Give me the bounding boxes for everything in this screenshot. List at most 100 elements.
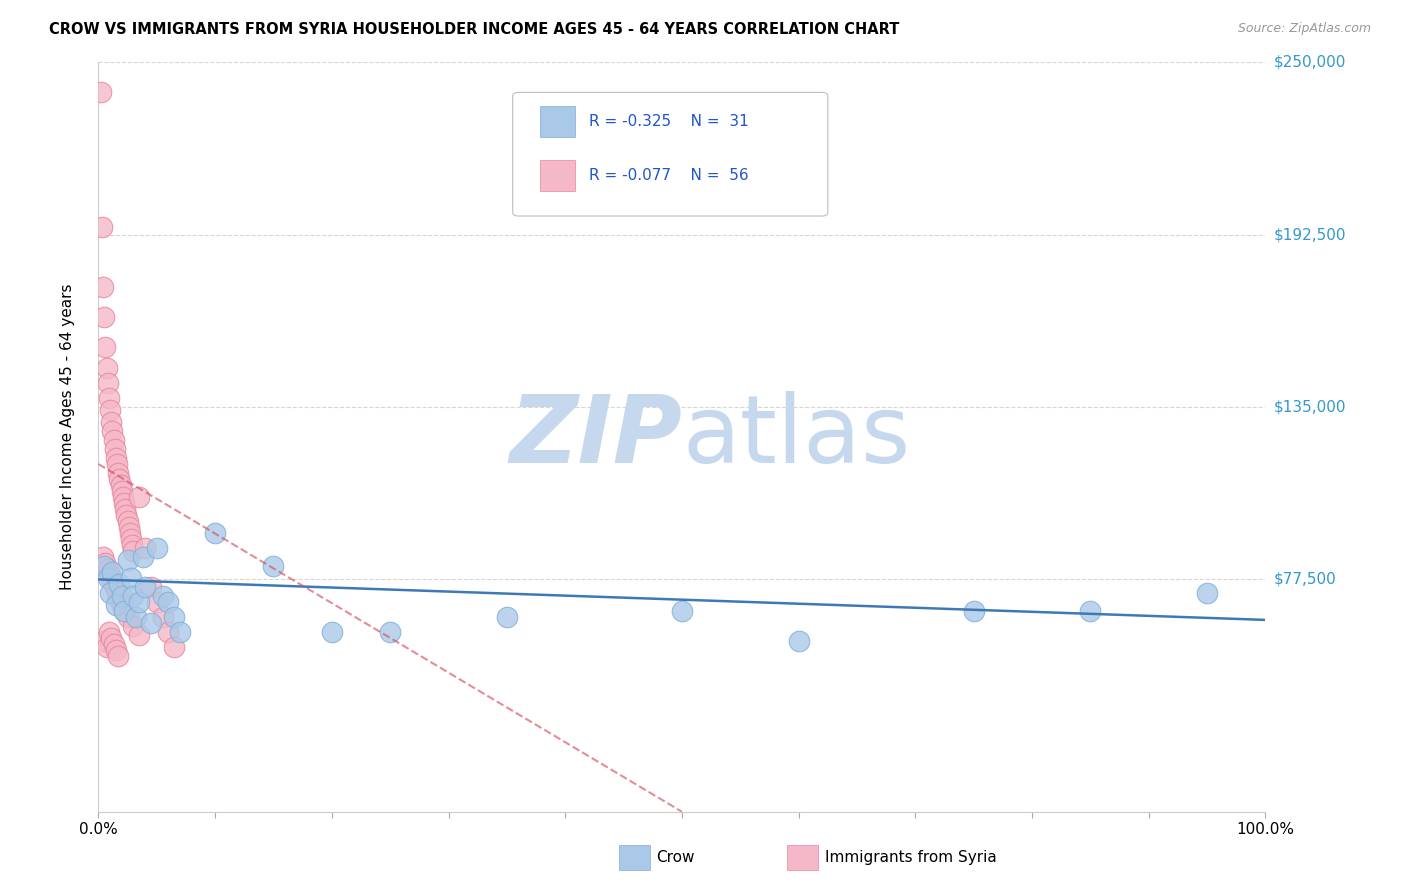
Point <box>107 466 129 480</box>
Point <box>128 490 150 504</box>
Point <box>157 624 180 639</box>
Text: Crow: Crow <box>657 850 695 864</box>
Point <box>117 514 139 528</box>
FancyBboxPatch shape <box>540 106 575 137</box>
Text: ZIP: ZIP <box>509 391 682 483</box>
Point <box>90 86 112 100</box>
Point <box>105 457 128 471</box>
Point <box>90 220 112 235</box>
Text: R = -0.077    N =  56: R = -0.077 N = 56 <box>589 168 748 183</box>
Point <box>97 562 120 576</box>
Point <box>98 568 121 582</box>
Point <box>108 472 131 486</box>
Point <box>120 532 142 546</box>
Text: $192,500: $192,500 <box>1274 227 1346 243</box>
FancyBboxPatch shape <box>540 160 575 191</box>
Point <box>132 549 155 564</box>
Point <box>112 604 135 618</box>
Point <box>97 624 120 639</box>
Point <box>125 610 148 624</box>
Point <box>98 403 121 417</box>
Point <box>104 598 127 612</box>
Point <box>122 544 145 558</box>
Point <box>134 580 156 594</box>
Point <box>103 433 125 447</box>
Point <box>110 478 132 492</box>
Point <box>111 589 134 603</box>
Point <box>114 502 136 516</box>
Point <box>91 549 114 564</box>
Text: Source: ZipAtlas.com: Source: ZipAtlas.com <box>1237 22 1371 36</box>
Text: R = -0.325    N =  31: R = -0.325 N = 31 <box>589 114 748 129</box>
Point <box>104 643 127 657</box>
Point <box>139 580 162 594</box>
Point <box>108 591 131 606</box>
Point <box>117 553 139 567</box>
Point <box>111 483 134 498</box>
Point <box>671 604 693 618</box>
Point <box>122 619 145 633</box>
Point <box>128 595 150 609</box>
Point <box>97 376 120 391</box>
Point <box>146 595 169 609</box>
Point <box>94 340 117 354</box>
Point <box>115 508 138 522</box>
Point <box>108 577 131 591</box>
Point <box>93 558 115 573</box>
Point <box>1197 586 1219 600</box>
Point <box>139 615 162 630</box>
Point <box>321 624 343 639</box>
Point <box>134 541 156 555</box>
Point <box>962 604 984 618</box>
Point <box>163 640 186 654</box>
Point <box>111 598 134 612</box>
Point <box>146 541 169 555</box>
Point <box>93 310 115 325</box>
Point <box>101 574 124 588</box>
Point <box>380 624 402 639</box>
Point <box>93 633 115 648</box>
Point <box>96 361 118 376</box>
Point <box>94 556 117 570</box>
Point <box>118 520 141 534</box>
Point <box>118 526 141 541</box>
Point <box>112 496 135 510</box>
Point <box>104 451 127 466</box>
Point <box>104 580 127 594</box>
Point <box>1080 604 1102 618</box>
Point <box>105 586 128 600</box>
Point <box>128 628 150 642</box>
Point <box>117 610 139 624</box>
Text: $77,500: $77,500 <box>1274 572 1337 587</box>
Point <box>163 610 186 624</box>
Point <box>111 490 134 504</box>
Point <box>96 640 118 654</box>
Point <box>204 526 226 541</box>
FancyBboxPatch shape <box>513 93 828 216</box>
Point <box>262 558 284 573</box>
Point <box>98 586 121 600</box>
Point <box>121 538 143 552</box>
Point <box>157 595 180 609</box>
Point <box>101 424 124 438</box>
Point <box>107 648 129 663</box>
Text: atlas: atlas <box>682 391 910 483</box>
Y-axis label: Householder Income Ages 45 - 64 years: Householder Income Ages 45 - 64 years <box>60 284 75 591</box>
Text: CROW VS IMMIGRANTS FROM SYRIA HOUSEHOLDER INCOME AGES 45 - 64 YEARS CORRELATION : CROW VS IMMIGRANTS FROM SYRIA HOUSEHOLDE… <box>49 22 900 37</box>
Point <box>122 589 145 603</box>
Point <box>101 565 124 579</box>
Point <box>103 637 125 651</box>
Point <box>91 280 114 294</box>
Point <box>97 571 120 585</box>
Point <box>100 415 122 429</box>
Text: Immigrants from Syria: Immigrants from Syria <box>825 850 997 864</box>
Point <box>120 571 142 585</box>
Point <box>97 391 120 405</box>
Point <box>152 610 174 624</box>
Point <box>100 631 122 645</box>
Point <box>112 604 135 618</box>
Point <box>787 633 810 648</box>
Text: $135,000: $135,000 <box>1274 400 1346 415</box>
Text: $250,000: $250,000 <box>1274 55 1346 70</box>
Point <box>496 610 519 624</box>
